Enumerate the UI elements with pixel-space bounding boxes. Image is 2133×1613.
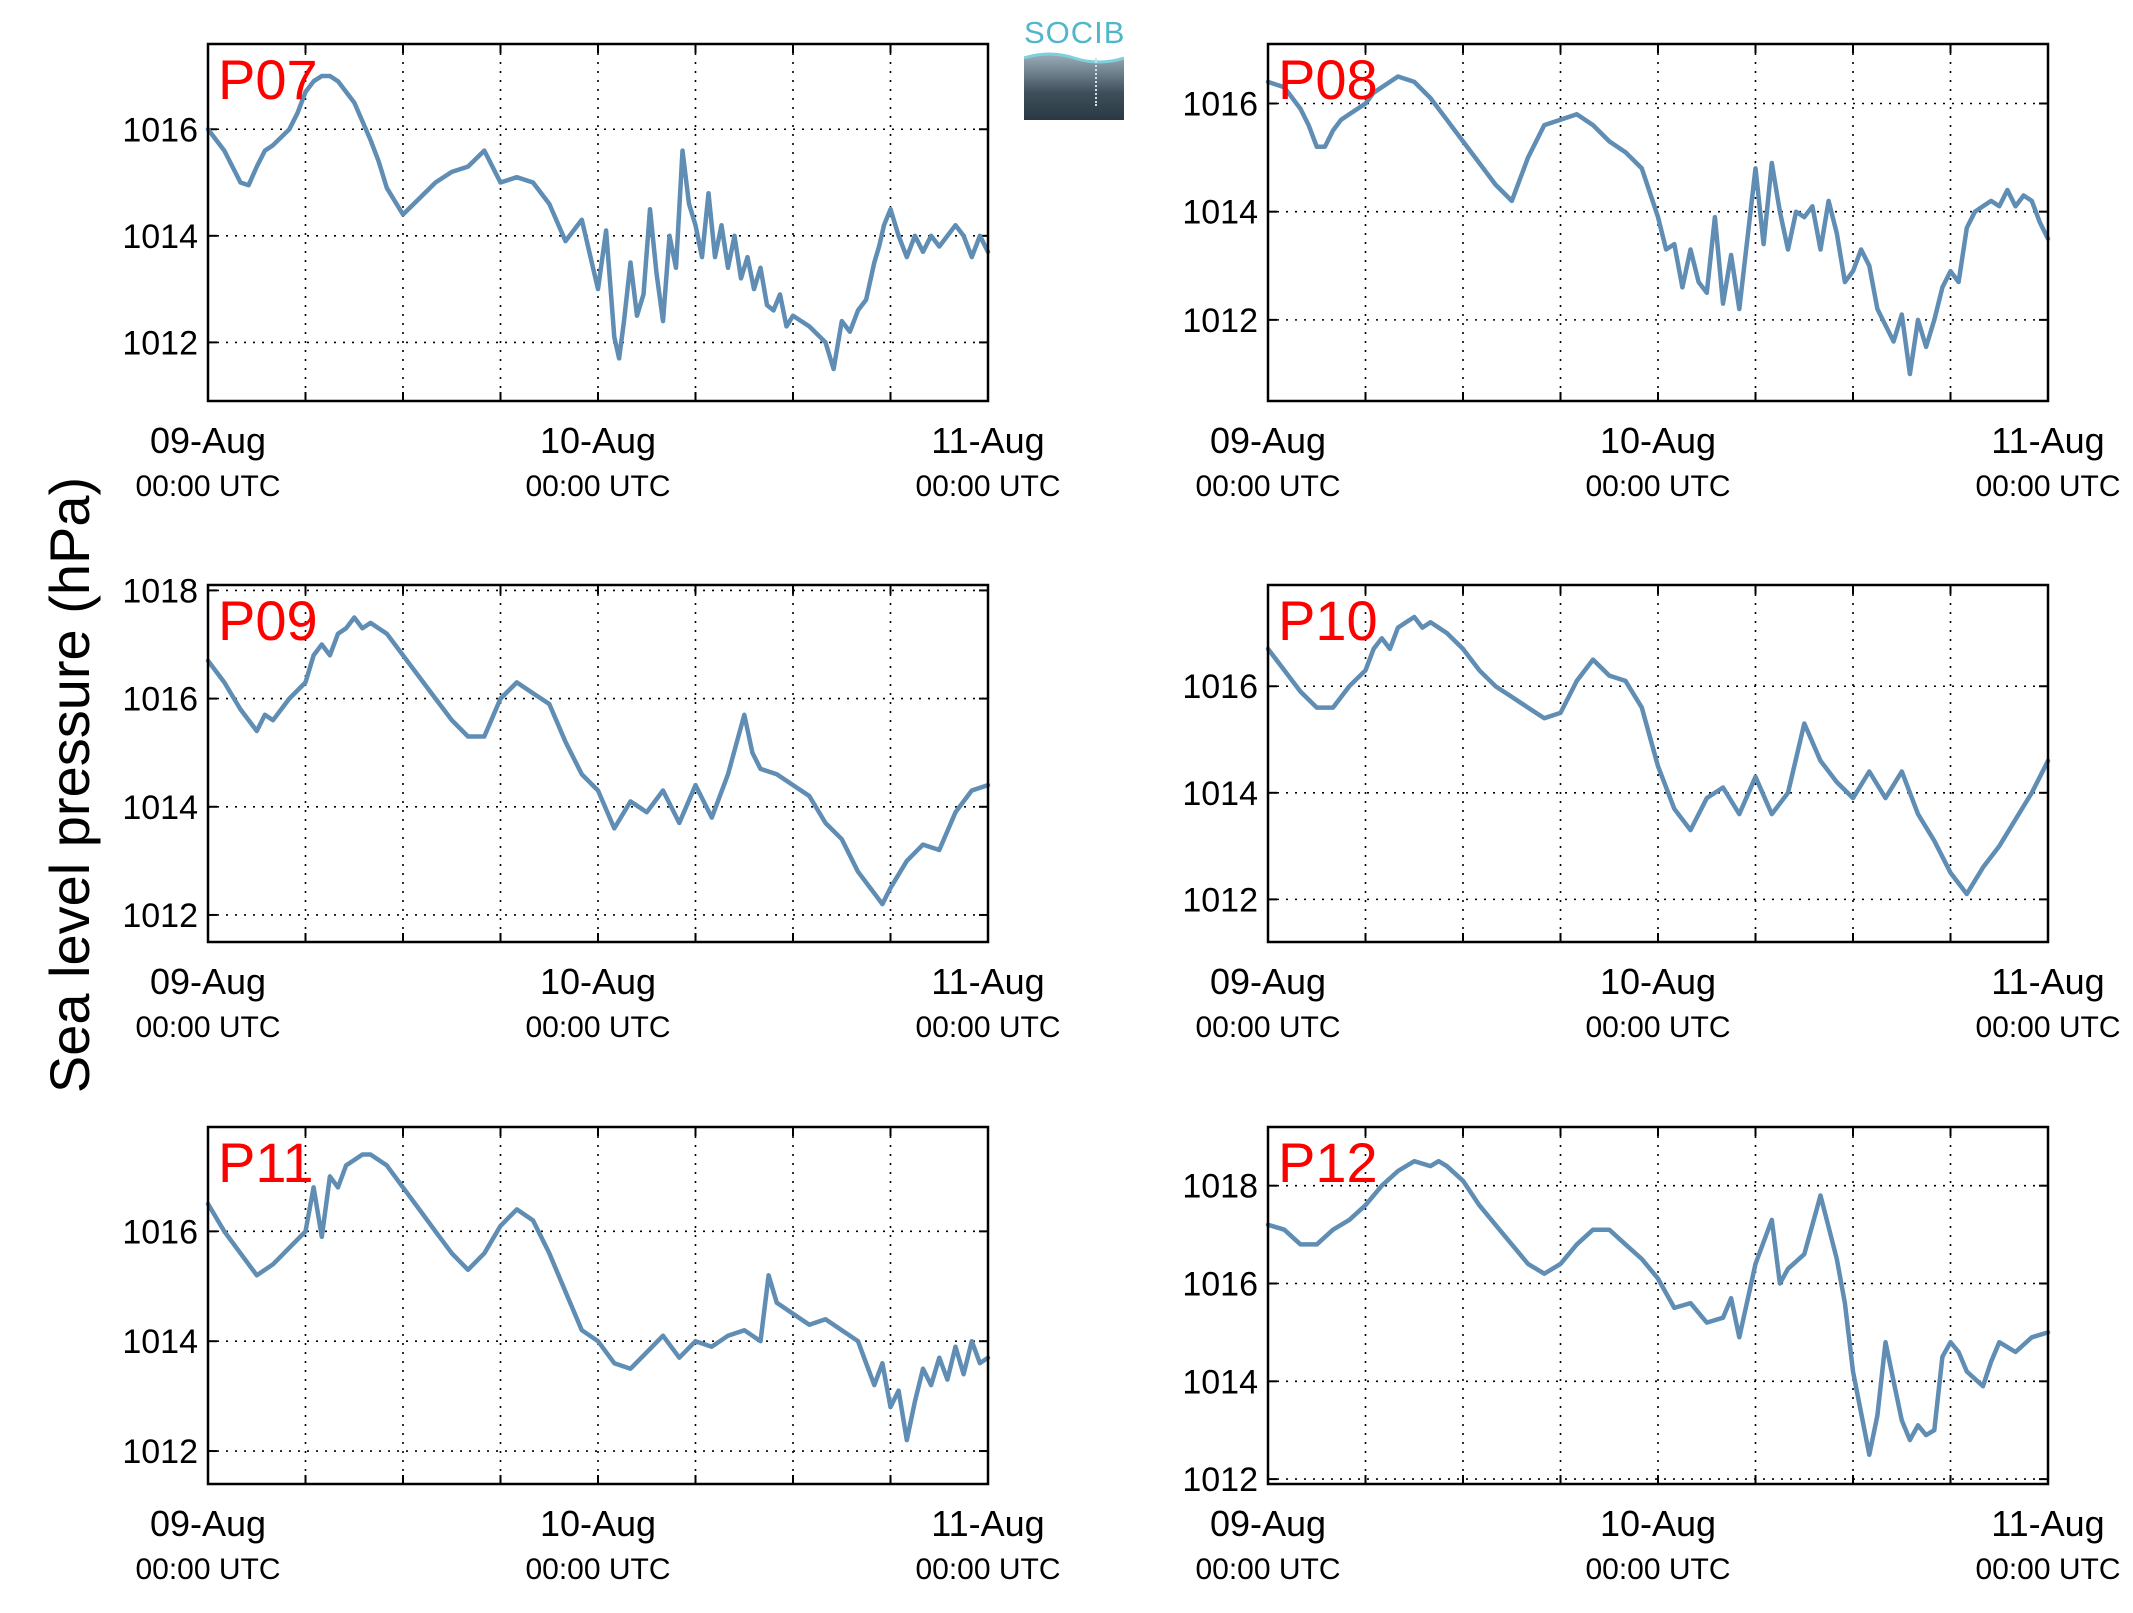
x-tick-label-time: 00:00 UTC <box>915 1553 1060 1586</box>
y-tick-label: 1014 <box>1182 1363 1258 1401</box>
plot-area <box>208 1127 988 1484</box>
x-tick-label-date: 09-Aug <box>1210 961 1326 1002</box>
x-tick-label-time: 00:00 UTC <box>135 1553 280 1586</box>
y-tick-label: 1012 <box>122 1433 198 1471</box>
y-tick-label: 1016 <box>1182 1265 1258 1303</box>
socib-logo: SOCIB <box>1024 14 1124 120</box>
x-tick-label-date: 09-Aug <box>1210 420 1326 461</box>
x-tick-label-date: 11-Aug <box>931 420 1044 461</box>
x-tick-label-date: 10-Aug <box>540 961 656 1002</box>
x-tick-label-date: 10-Aug <box>1600 961 1716 1002</box>
pressure-series-line <box>1265 614 2051 897</box>
y-tick-label: 1016 <box>122 681 198 719</box>
plot-frame <box>206 42 990 403</box>
y-tick-label: 1014 <box>122 1323 198 1361</box>
x-tick-label-date: 09-Aug <box>150 961 266 1002</box>
panel-label: P12 <box>1278 1131 1378 1194</box>
y-axis-label: Sea level pressure (hPa) <box>38 476 101 1094</box>
x-tick-label-date: 09-Aug <box>150 1503 266 1544</box>
y-tick-label: 1014 <box>1182 194 1258 232</box>
logo-text: SOCIB <box>1024 15 1126 50</box>
plot-area <box>208 44 988 401</box>
y-tick-label: 1018 <box>1182 1168 1258 1206</box>
pressure-series-line <box>1265 1158 2051 1457</box>
y-tick-label: 1012 <box>1182 881 1258 919</box>
panel-label: P09 <box>218 589 318 652</box>
y-tick-label: 1016 <box>1182 86 1258 124</box>
panel-label: P11 <box>218 1131 313 1194</box>
x-tick-label-time: 00:00 UTC <box>525 1553 670 1586</box>
panel-label: P08 <box>1278 48 1378 111</box>
chart-panel-p07: 1012 1014 1016 09-Aug 00:00 UTC 10-Aug 00:00 U… <box>122 42 1061 503</box>
y-tick-label: 1012 <box>1182 1461 1258 1499</box>
pressure-series-line <box>1265 74 2051 377</box>
chart-panel-p12: 1012 1014 1016 1018 09-Aug 00:00 UTC 10-Aug 00:… <box>1182 1125 2121 1586</box>
chart-panel-p09: 1012 1014 1016 1018 09-Aug 00:00 UTC 10-Aug 00:… <box>122 572 1060 1044</box>
panel-label: P10 <box>1278 589 1378 652</box>
pressure-series-line <box>205 615 991 907</box>
y-tick-label: 1016 <box>122 1213 198 1251</box>
panel-label: P07 <box>218 48 318 111</box>
x-tick-label-time: 00:00 UTC <box>1195 470 1340 503</box>
y-tick-label: 1014 <box>1182 775 1258 813</box>
y-tick-label: 1014 <box>122 789 198 827</box>
plot-frame <box>206 1125 990 1486</box>
x-tick-label-time: 00:00 UTC <box>1975 470 2120 503</box>
x-tick-label-time: 00:00 UTC <box>525 470 670 503</box>
x-tick-label-time: 00:00 UTC <box>525 1011 670 1044</box>
pressure-series-line <box>205 73 991 372</box>
plot-frame <box>1266 583 2050 944</box>
x-tick-label-time: 00:00 UTC <box>1195 1011 1340 1044</box>
y-tick-label: 1012 <box>122 897 198 935</box>
y-tick-label: 1014 <box>122 218 198 256</box>
x-tick-label-date: 10-Aug <box>540 420 656 461</box>
chart-panel-p08: 1012 1014 1016 09-Aug 00:00 UTC 10-Aug 00:00 U… <box>1182 42 2121 503</box>
x-tick-label-date: 09-Aug <box>1210 1503 1326 1544</box>
y-tick-label: 1016 <box>1182 668 1258 706</box>
x-tick-label-time: 00:00 UTC <box>1585 470 1730 503</box>
x-tick-label-date: 09-Aug <box>150 420 266 461</box>
chart-panel-p11: 1012 1014 1016 09-Aug 00:00 UTC 10-Aug 00:00 U… <box>122 1125 1061 1586</box>
y-tick-label: 1012 <box>122 324 198 362</box>
y-tick-label: 1018 <box>122 572 198 610</box>
x-tick-label-date: 10-Aug <box>540 1503 656 1544</box>
x-tick-label-time: 00:00 UTC <box>1975 1553 2120 1586</box>
x-tick-label-time: 00:00 UTC <box>1585 1011 1730 1044</box>
plot-frame <box>1266 1125 2050 1486</box>
x-tick-label-date: 11-Aug <box>1991 961 2104 1002</box>
x-tick-label-time: 00:00 UTC <box>135 470 280 503</box>
x-tick-label-date: 11-Aug <box>931 1503 1044 1544</box>
logo-mark <box>1024 52 1124 120</box>
x-tick-label-date: 11-Aug <box>931 961 1044 1002</box>
plot-frame <box>1266 42 2050 403</box>
pressure-series-line <box>205 1152 991 1443</box>
x-tick-label-date: 11-Aug <box>1991 1503 2104 1544</box>
plot-frame <box>206 583 990 944</box>
x-tick-label-time: 00:00 UTC <box>135 1011 280 1044</box>
x-tick-label-time: 00:00 UTC <box>915 1011 1060 1044</box>
y-tick-label: 1012 <box>1182 302 1258 340</box>
x-tick-label-date: 10-Aug <box>1600 1503 1716 1544</box>
x-tick-label-date: 11-Aug <box>1991 420 2104 461</box>
x-tick-label-time: 00:00 UTC <box>1975 1011 2120 1044</box>
x-tick-label-time: 00:00 UTC <box>915 470 1060 503</box>
x-tick-label-date: 10-Aug <box>1600 420 1716 461</box>
chart-panel-p10: 1012 1014 1016 09-Aug 00:00 UTC 10-Aug 00:00 U… <box>1182 583 2121 1044</box>
x-tick-label-time: 00:00 UTC <box>1195 1553 1340 1586</box>
x-tick-label-time: 00:00 UTC <box>1585 1553 1730 1586</box>
y-tick-label: 1016 <box>122 111 198 149</box>
